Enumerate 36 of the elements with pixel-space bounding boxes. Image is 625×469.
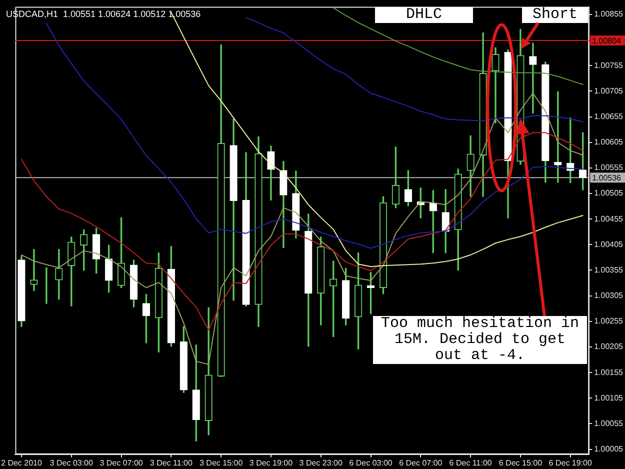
y-tick-label: 1.00855 [594, 10, 624, 19]
x-tick-label: 3 Dec 11:00 [150, 458, 193, 468]
y-tick-label: 1.00755 [594, 60, 624, 70]
y-tick-label: 1.00005 [594, 444, 624, 454]
y-tick-label: 1.00105 [594, 393, 624, 402]
candlestick [30, 248, 38, 292]
y-tick-label: 1.00155 [594, 368, 624, 377]
x-tick-label: 6 Dec 15:00 [498, 458, 543, 468]
y-tick-label: 1.00655 [594, 112, 624, 121]
y-tick-label: 1.00505 [594, 188, 624, 198]
y-tick-label: 1.00605 [594, 138, 624, 147]
ref-line-label: 1.00804 [592, 36, 622, 46]
x-tick-label: 3 Dec 07:00 [100, 458, 144, 468]
x-tick-label: 6 Dec 19:00 [548, 458, 592, 468]
x-tick-label: 6 Dec 11:00 [449, 458, 492, 468]
y-tick-label: 1.00305 [594, 291, 624, 300]
x-tick-label: 6 Dec 03:00 [349, 458, 393, 468]
y-tick-label: 1.00555 [594, 163, 624, 172]
note-box: Short [522, 7, 588, 23]
x-tick-label: 2 Dec 2010 [1, 458, 42, 468]
y-tick-label: 1.00205 [594, 342, 624, 352]
x-tick-label: 3 Dec 23:00 [299, 458, 343, 468]
y-tick-label: 1.00405 [594, 240, 624, 249]
candlestick [529, 42, 537, 114]
y-tick-label: 1.00255 [594, 316, 624, 326]
x-tick-label: 6 Dec 07:00 [399, 458, 443, 468]
note-box: DHLC [375, 7, 473, 23]
y-tick-label: 1.00355 [594, 265, 624, 274]
y-tick-label: 1.00455 [594, 214, 624, 224]
note-box: Too much hesitation in 15M. Decided to get out at -4. [373, 316, 587, 364]
x-tick-label: 3 Dec 03:00 [50, 458, 94, 468]
y-tick-label: 1.00055 [594, 418, 624, 428]
x-tick-label: 3 Dec 19:00 [249, 458, 294, 468]
ref-line-label: 1.00536 [592, 173, 622, 182]
x-tick-label: 3 Dec 15:00 [200, 458, 244, 468]
y-tick-label: 1.00705 [594, 86, 624, 96]
